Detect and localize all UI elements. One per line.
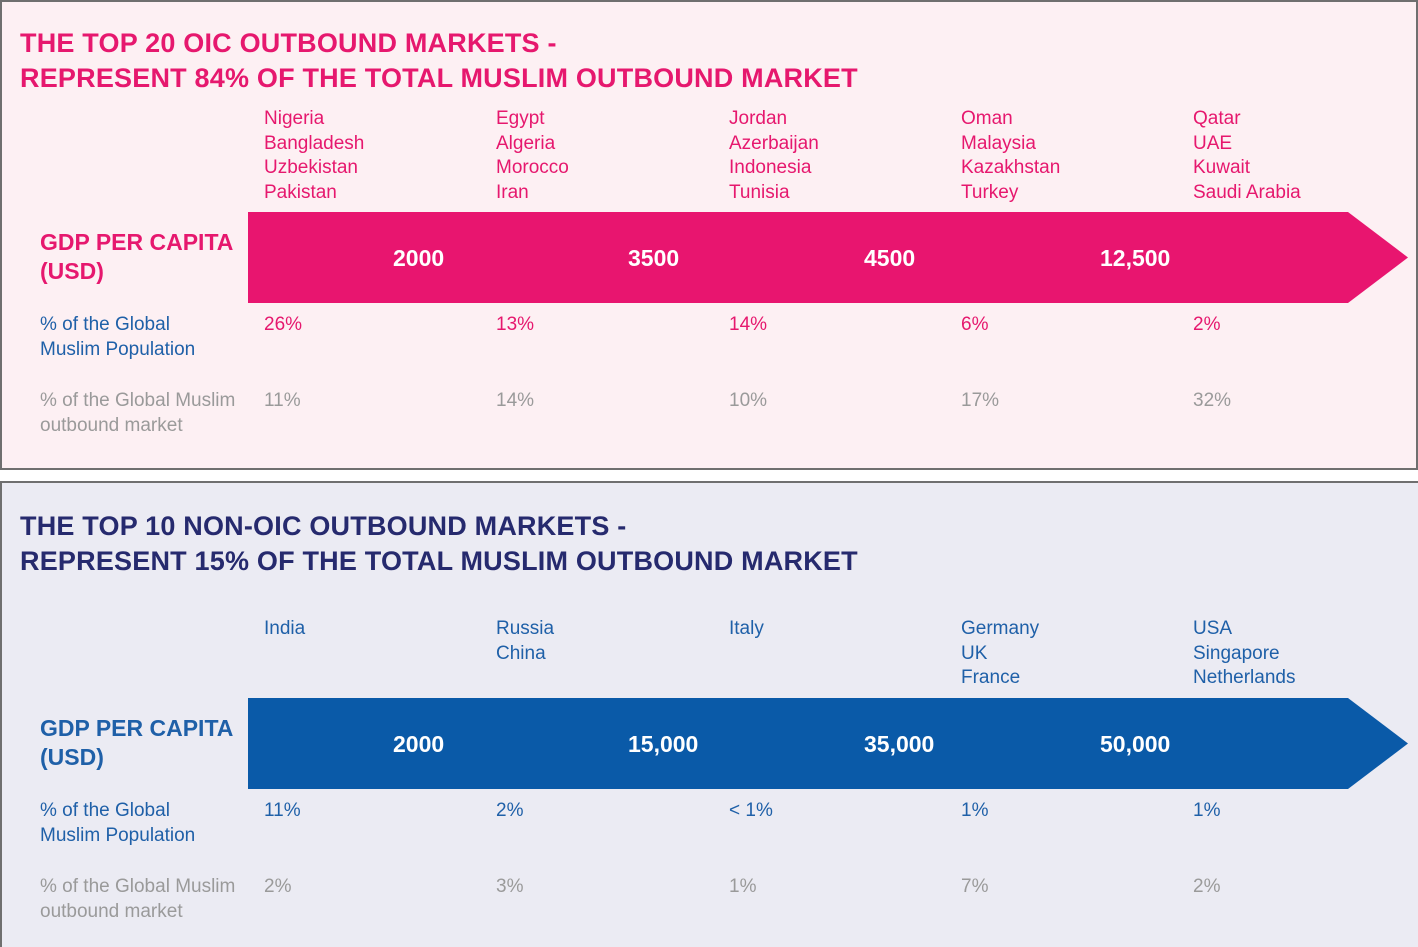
non-oic-population-value: 1% — [961, 800, 989, 821]
non-oic-title-line-2: REPRESENT 15% OF THE TOTAL MUSLIM OUTBOU… — [20, 546, 858, 576]
oic-market-share-value: 10% — [729, 390, 768, 411]
country-name: Jordan — [729, 108, 788, 129]
oic-country-group-5: Qatar UAE Kuwait Saudi Arabia — [1193, 107, 1301, 205]
country-name: Singapore — [1193, 642, 1280, 664]
non-oic-population-label: % of the Global Muslim Population — [40, 800, 196, 846]
oic-market-share-value: 14% — [496, 390, 535, 411]
oic-gdp-value-3: 4500 — [864, 245, 916, 271]
country-name: Azerbaijan — [729, 132, 819, 154]
non-oic-markets-panel: THE TOP 10 NON-OIC OUTBOUND MARKETS - RE… — [0, 481, 1418, 947]
country-name: Germany — [961, 618, 1040, 639]
oic-population-value: 14% — [729, 314, 768, 335]
non-oic-title-line-1: THE TOP 10 NON-OIC OUTBOUND MARKETS - — [20, 511, 627, 541]
oic-population-label: % of the Global Muslim Population — [40, 314, 196, 360]
non-oic-gdp-value-2: 15,000 — [628, 731, 699, 757]
non-oic-country-group-1: India — [264, 617, 305, 642]
oic-panel-title: THE TOP 20 OIC OUTBOUND MARKETS - REPRES… — [20, 26, 858, 96]
non-oic-country-group-5: USA Singapore Netherlands — [1193, 617, 1295, 691]
non-oic-market-share-value: 7% — [961, 876, 989, 897]
oic-market-share-label: % of the Global Muslim outbound market — [40, 390, 236, 436]
country-name: Saudi Arabia — [1193, 181, 1301, 203]
country-name: Iran — [496, 181, 529, 203]
country-name: Morocco — [496, 157, 569, 178]
oic-market-share-value: 17% — [961, 390, 1000, 411]
non-oic-population-value: 2% — [496, 800, 524, 821]
non-oic-country-group-3: Italy — [729, 617, 764, 642]
oic-population-value: 6% — [961, 314, 989, 335]
non-oic-country-group-4: Germany UK France — [961, 617, 1039, 691]
country-name: UAE — [1193, 132, 1233, 154]
oic-country-group-3: Jordan Azerbaijan Indonesia Tunisia — [729, 107, 819, 205]
non-oic-gdp-value-4: 50,000 — [1100, 731, 1171, 757]
oic-market-share-value: 32% — [1193, 390, 1232, 411]
non-oic-gdp-arrow: 2000 15,000 35,000 50,000 — [248, 698, 1408, 789]
non-oic-panel-title: THE TOP 10 NON-OIC OUTBOUND MARKETS - RE… — [20, 509, 858, 579]
oic-gdp-label: GDP PER CAPITA (USD) — [40, 229, 234, 284]
oic-gdp-arrow: 2000 3500 4500 12,500 — [248, 212, 1408, 303]
non-oic-population-value: 1% — [1193, 800, 1221, 821]
oic-market-share-value: 11% — [264, 390, 301, 411]
oic-country-group-1: Nigeria Bangladesh Uzbekistan Pakistan — [264, 107, 364, 205]
oic-title-line-1: THE TOP 20 OIC OUTBOUND MARKETS - — [20, 28, 557, 58]
non-oic-gdp-value-3: 35,000 — [864, 731, 935, 757]
non-oic-population-value: 11% — [264, 800, 301, 821]
oic-title-line-2: REPRESENT 84% OF THE TOTAL MUSLIM OUTBOU… — [20, 63, 858, 93]
non-oic-gdp-label: GDP PER CAPITA (USD) — [40, 715, 234, 770]
country-name: Algeria — [496, 132, 556, 154]
country-name: Malaysia — [961, 132, 1036, 154]
country-name: Russia — [496, 618, 555, 639]
country-name: France — [961, 667, 1021, 688]
oic-country-group-2: Egypt Algeria Morocco Iran — [496, 107, 569, 205]
non-oic-population-value: < 1% — [729, 800, 773, 821]
country-name: Uzbekistan — [264, 157, 358, 178]
non-oic-market-share-value: 3% — [496, 876, 524, 897]
non-oic-market-share-value: 2% — [1193, 876, 1221, 897]
country-name: Kazakhstan — [961, 157, 1061, 178]
oic-arrow-shape — [248, 212, 1408, 303]
country-name: Egypt — [496, 108, 545, 129]
oic-gdp-value-1: 2000 — [393, 245, 445, 271]
country-name: India — [264, 618, 306, 639]
country-name: UK — [961, 642, 988, 664]
country-name: China — [496, 642, 546, 664]
oic-gdp-value-4: 12,500 — [1100, 245, 1171, 271]
country-name: Italy — [729, 618, 764, 639]
country-name: Pakistan — [264, 181, 337, 203]
oic-population-value: 26% — [264, 314, 303, 335]
oic-country-group-4: Oman Malaysia Kazakhstan Turkey — [961, 107, 1060, 205]
non-oic-gdp-value-1: 2000 — [393, 731, 445, 757]
country-name: Bangladesh — [264, 132, 365, 154]
country-name: Indonesia — [729, 157, 812, 178]
non-oic-market-share-label: % of the Global Muslim outbound market — [40, 876, 236, 922]
non-oic-country-group-2: Russia China — [496, 617, 554, 666]
non-oic-arrow-shape — [248, 698, 1408, 789]
country-name: Turkey — [961, 181, 1019, 203]
non-oic-market-share-value: 2% — [264, 876, 292, 897]
oic-markets-panel: THE TOP 20 OIC OUTBOUND MARKETS - REPRES… — [0, 0, 1418, 470]
country-name: Kuwait — [1193, 157, 1251, 178]
country-name: Oman — [961, 108, 1013, 129]
country-name: USA — [1193, 618, 1233, 639]
oic-gdp-value-2: 3500 — [628, 245, 680, 271]
oic-population-value: 13% — [496, 314, 535, 335]
country-name: Qatar — [1193, 108, 1241, 129]
oic-population-value: 2% — [1193, 314, 1221, 335]
country-name: Netherlands — [1193, 667, 1296, 688]
country-name: Tunisia — [729, 181, 790, 203]
non-oic-market-share-value: 1% — [729, 876, 757, 897]
country-name: Nigeria — [264, 108, 325, 129]
